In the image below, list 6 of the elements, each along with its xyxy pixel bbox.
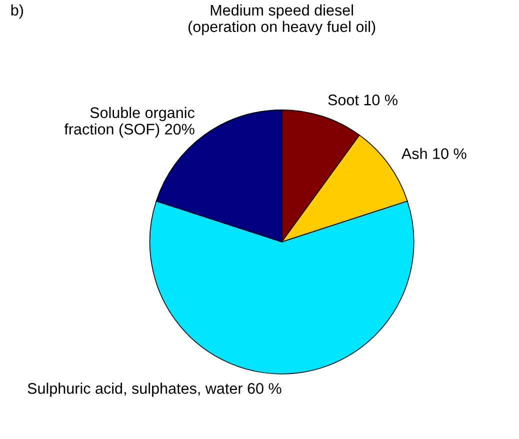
slice-label: Soluble organic fraction (SOF) 20%: [64, 106, 194, 138]
text: b): [11, 4, 24, 19]
chart-title: Medium speed diesel (operation on heavy fuel oil): [188, 4, 376, 36]
slice-label: Sulphuric acid, sulphates, water 60 %: [28, 382, 282, 397]
slice-label: Soot 10 %: [328, 94, 398, 106]
slice-label: Ash 10 %: [401, 148, 466, 160]
